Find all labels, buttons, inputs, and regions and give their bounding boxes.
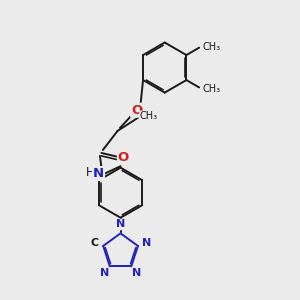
Text: CH₃: CH₃	[203, 84, 221, 94]
Text: CH₃: CH₃	[140, 111, 158, 121]
Text: N: N	[116, 220, 125, 230]
Text: CH₃: CH₃	[203, 41, 221, 52]
Text: N: N	[100, 268, 109, 278]
Text: O: O	[131, 104, 142, 117]
Text: N: N	[93, 167, 104, 180]
Text: N: N	[132, 268, 141, 278]
Text: H: H	[86, 166, 94, 178]
Text: C: C	[91, 238, 99, 248]
Text: O: O	[118, 151, 129, 164]
Text: N: N	[142, 238, 151, 248]
